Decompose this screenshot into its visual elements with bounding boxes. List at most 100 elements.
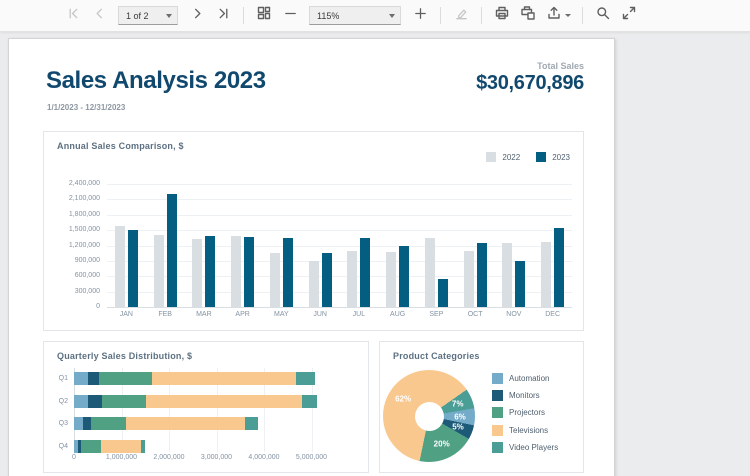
print-page-button[interactable] bbox=[515, 4, 541, 28]
document-area[interactable]: Sales Analysis 2023 1/1/2023 - 12/31/202… bbox=[0, 32, 750, 476]
x-axis-label: NOV bbox=[495, 311, 534, 318]
bar-2022-OCT bbox=[464, 251, 474, 307]
legend-label: Monitors bbox=[509, 391, 540, 400]
annual-sales-panel: Annual Sales Comparison, $ 2022 2023 JAN… bbox=[43, 131, 584, 331]
stacked-bar-Q4 bbox=[74, 440, 145, 453]
bar-2022-AUG bbox=[386, 252, 396, 307]
x-axis-label: JAN bbox=[107, 311, 146, 318]
page-selector[interactable]: 1 of 2 bbox=[118, 6, 178, 25]
legend-item-Video Players: Video Players bbox=[492, 442, 558, 454]
export-icon bbox=[546, 5, 562, 26]
bar-group-MAR bbox=[185, 236, 224, 307]
zoom-selector[interactable]: 115% bbox=[309, 6, 401, 25]
legend-swatch-2023 bbox=[536, 152, 546, 162]
bar-2022-APR bbox=[231, 236, 241, 307]
y-axis-label: 600,000 bbox=[44, 272, 100, 279]
total-sales-label: Total Sales bbox=[537, 61, 584, 71]
chevron-down-icon bbox=[166, 14, 172, 18]
donut-slice-label-Video Players: 7% bbox=[452, 400, 464, 409]
fullscreen-icon bbox=[621, 5, 637, 26]
stack-segment-Q1-Automation bbox=[74, 372, 88, 385]
last-page-icon bbox=[216, 6, 231, 26]
legend-label-2023: 2023 bbox=[552, 153, 570, 162]
bar-2022-JUL bbox=[347, 251, 357, 307]
legend-label: Automation bbox=[509, 374, 549, 383]
minus-icon bbox=[283, 6, 298, 26]
legend-item-Projectors: Projectors bbox=[492, 407, 545, 419]
search-button[interactable] bbox=[590, 4, 616, 28]
x-axis-label: FEB bbox=[146, 311, 185, 318]
highlight-editing-button[interactable] bbox=[448, 4, 474, 28]
bar-2023-DEC bbox=[554, 228, 564, 307]
next-page-button[interactable] bbox=[184, 4, 210, 28]
bar-2023-APR bbox=[244, 237, 254, 307]
stack-segment-Q2-Monitors bbox=[88, 395, 102, 408]
x-axis-label: AUG bbox=[378, 311, 417, 318]
bar-2022-NOV bbox=[502, 243, 512, 307]
multipage-icon bbox=[256, 5, 272, 26]
annual-chart-title: Annual Sales Comparison, $ bbox=[57, 141, 184, 151]
x-axis-label: DEC bbox=[533, 311, 572, 318]
donut-slice-label-Automation: 6% bbox=[454, 412, 466, 421]
quarterly-chart-title: Quarterly Sales Distribution, $ bbox=[57, 351, 192, 361]
y-axis-label: 300,000 bbox=[44, 288, 100, 295]
printer-icon bbox=[494, 5, 510, 26]
categories-chart-title: Product Categories bbox=[393, 351, 480, 361]
zoom-out-button[interactable] bbox=[277, 4, 303, 28]
bar-group-JUN bbox=[301, 253, 340, 307]
stack-segment-Q3-Projectors bbox=[91, 417, 126, 430]
stack-segment-Q4-Video Players bbox=[141, 440, 145, 453]
x-axis-label: JUN bbox=[301, 311, 340, 318]
stacked-bar-Q1 bbox=[74, 372, 315, 385]
bar-group-DEC bbox=[533, 228, 572, 307]
legend-item-Monitors: Monitors bbox=[492, 389, 540, 401]
x-axis-label: 5,000,000 bbox=[282, 454, 342, 461]
chevron-down-icon bbox=[565, 14, 571, 17]
stack-segment-Q4-Televisions bbox=[101, 440, 141, 453]
bar-2022-FEB bbox=[154, 235, 164, 307]
first-page-icon bbox=[66, 6, 81, 26]
fullscreen-button[interactable] bbox=[616, 4, 642, 28]
report-title: Sales Analysis 2023 bbox=[46, 67, 266, 95]
stack-segment-Q2-Automation bbox=[74, 395, 88, 408]
plus-icon bbox=[413, 6, 428, 26]
stack-segment-Q3-Monitors bbox=[83, 417, 91, 430]
bar-group-SEP bbox=[417, 238, 456, 307]
bar-2023-JUN bbox=[322, 253, 332, 307]
product-categories-panel: Product Categories 7%6%5%20%62%Automatio… bbox=[379, 341, 584, 473]
toolbar-separator bbox=[243, 7, 244, 24]
bar-group-APR bbox=[223, 236, 262, 307]
bar-2022-MAR bbox=[192, 239, 202, 307]
bar-2023-FEB bbox=[167, 194, 177, 307]
category-label-Q1: Q1 bbox=[46, 375, 68, 382]
bar-group-JUL bbox=[340, 238, 379, 307]
y-axis-label: 900,000 bbox=[44, 257, 100, 264]
multipage-view-button[interactable] bbox=[251, 4, 277, 28]
chevron-down-icon bbox=[389, 14, 395, 18]
zoom-in-button[interactable] bbox=[407, 4, 433, 28]
page-indicator: 1 of 2 bbox=[126, 11, 158, 21]
y-axis-label: 2,100,000 bbox=[44, 195, 100, 202]
stack-segment-Q1-Video Players bbox=[296, 372, 315, 385]
previous-page-button[interactable] bbox=[86, 4, 112, 28]
last-page-button[interactable] bbox=[210, 4, 236, 28]
legend-label: Video Players bbox=[509, 443, 558, 452]
bar-group-AUG bbox=[378, 246, 417, 308]
stack-segment-Q1-Televisions bbox=[152, 372, 296, 385]
grid-line bbox=[107, 307, 572, 308]
annual-chart-x-axis: JANFEBMARAPRMAYJUNJULAUGSEPOCTNOVDEC bbox=[107, 311, 572, 318]
print-button[interactable] bbox=[489, 4, 515, 28]
printer-page-icon bbox=[520, 5, 536, 26]
first-page-button[interactable] bbox=[60, 4, 86, 28]
report-date-range: 1/1/2023 - 12/31/2023 bbox=[47, 103, 125, 112]
bar-2022-SEP bbox=[425, 238, 435, 307]
stack-segment-Q2-Televisions bbox=[146, 395, 302, 408]
legend-swatch bbox=[492, 390, 503, 401]
legend-label-2022: 2022 bbox=[502, 153, 520, 162]
legend-swatch bbox=[492, 373, 503, 384]
bar-2023-JUL bbox=[360, 238, 370, 307]
bar-group-NOV bbox=[495, 243, 534, 307]
y-axis-label: 1,500,000 bbox=[44, 226, 100, 233]
y-axis-label: 1,800,000 bbox=[44, 211, 100, 218]
export-button[interactable] bbox=[541, 4, 575, 28]
